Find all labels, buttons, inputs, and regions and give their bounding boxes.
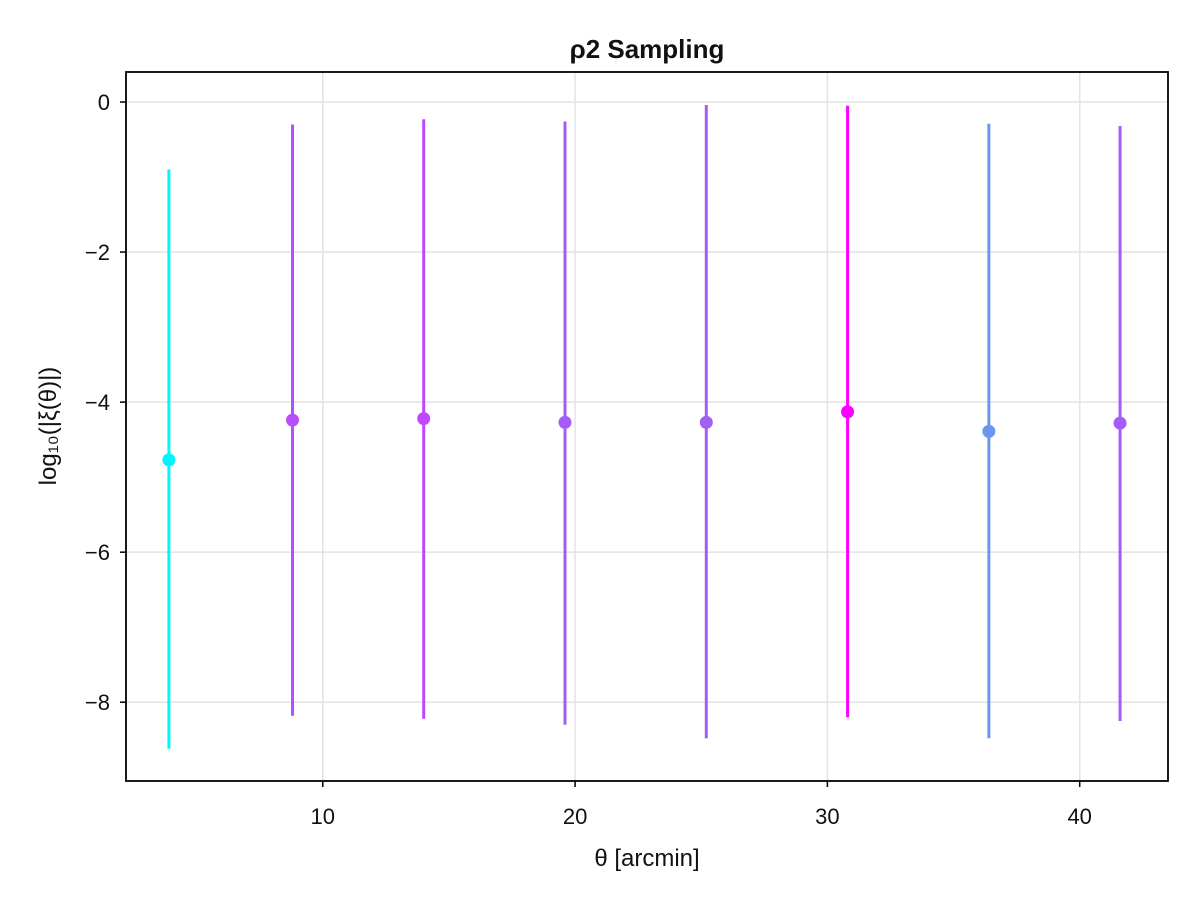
data-point (286, 413, 300, 427)
x-tick-label: 30 (815, 804, 839, 829)
x-tick-label: 40 (1067, 804, 1091, 829)
chart-title: ρ2 Sampling (570, 34, 725, 64)
x-axis-label: θ [arcmin] (594, 845, 699, 872)
data-point (1113, 416, 1127, 430)
data-point (699, 415, 713, 429)
data-point (162, 453, 176, 467)
y-tick-label: −6 (85, 540, 110, 565)
data-marks (162, 105, 1127, 749)
y-axis-label: log₁₀(|ξ(θ)|) (35, 367, 62, 486)
y-tick-label: −4 (85, 390, 110, 415)
grid (126, 72, 1168, 781)
x-tick-label: 10 (311, 804, 335, 829)
x-tick-label: 20 (563, 804, 587, 829)
axis-ticks: 10 20 30 40 0 −2 −4 −6 −8 (85, 90, 1092, 829)
data-point (417, 412, 431, 426)
y-tick-label: 0 (98, 90, 110, 115)
data-point (558, 415, 572, 429)
y-tick-label: −2 (85, 240, 110, 265)
data-point (841, 405, 855, 419)
data-point (982, 424, 996, 438)
y-tick-label: −8 (85, 690, 110, 715)
plot-frame (125, 71, 1169, 782)
